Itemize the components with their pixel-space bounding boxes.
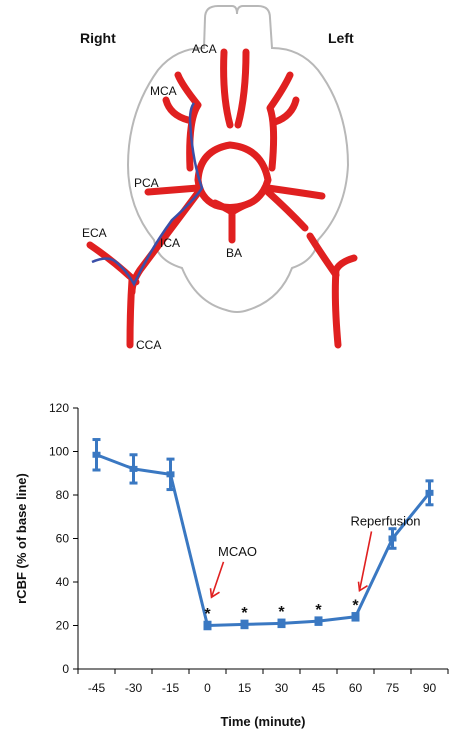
x-tick-label: -15 (162, 681, 180, 695)
x-tick-label: 0 (204, 681, 211, 695)
cca-left (331, 254, 358, 349)
mca-right (174, 71, 202, 172)
y-tick-label: 80 (56, 488, 70, 502)
y-tick-label: 60 (56, 532, 70, 546)
left-side-label: Left (328, 30, 354, 46)
circle-of-willis (194, 141, 272, 211)
significance-asterisk: * (241, 605, 248, 622)
eca-right (86, 241, 140, 286)
cca-left-upper (306, 232, 340, 279)
significance-asterisk: * (278, 604, 285, 621)
mca-right-branch (162, 96, 192, 124)
y-tick-label: 20 (56, 619, 70, 633)
aca-left (234, 48, 250, 129)
data-point (351, 613, 360, 620)
x-tick-label: 75 (386, 681, 400, 695)
mcao-arrow-head (209, 588, 220, 599)
x-tick-label: 60 (349, 681, 363, 695)
y-tick-label: 100 (49, 445, 69, 459)
x-tick-label: 15 (238, 681, 252, 695)
y-tick-label: 40 (56, 575, 70, 589)
data-point (92, 451, 101, 458)
data-point (129, 465, 138, 472)
x-axis-title: Time (minute) (221, 714, 306, 729)
mca-label: MCA (150, 84, 177, 98)
aca-label: ACA (192, 42, 217, 56)
brain-artery-diagram (86, 5, 358, 349)
reperfusion-arrow-head (357, 581, 368, 593)
data-point (166, 471, 175, 478)
x-tick-label: -45 (88, 681, 106, 695)
significance-asterisk: * (352, 598, 359, 615)
mca-left-branch (271, 96, 300, 126)
y-axis-title: rCBF (% of base line) (14, 473, 29, 604)
mcao-annotation: MCAO (218, 544, 257, 559)
significance-asterisk: * (204, 606, 211, 623)
ba-label: BA (226, 246, 243, 260)
ica-left (264, 188, 309, 232)
series-line (95, 453, 431, 627)
rcbf-chart: 0 20 40 60 80 100 120 -45 -30 -15 0 15 30 45 60 75 90 Tim… (14, 401, 449, 729)
mcao-arrow-shaft (210, 561, 225, 598)
data-point (314, 618, 323, 625)
pca-right (144, 184, 202, 196)
ica-label: ICA (160, 236, 181, 250)
x-tick-label: 45 (312, 681, 326, 695)
cca-right (126, 276, 136, 349)
significance-asterisk: * (315, 602, 322, 619)
x-tick-label: -30 (125, 681, 143, 695)
filament (91, 102, 204, 287)
eca-label: ECA (82, 226, 107, 240)
y-tick-label: 0 (62, 662, 69, 676)
aca-right (220, 48, 234, 129)
x-tick-label: 30 (275, 681, 289, 695)
data-point (203, 622, 212, 629)
cca-label: CCA (136, 338, 162, 352)
data-point (277, 620, 286, 627)
x-tick-label: 90 (423, 681, 437, 695)
data-point (425, 489, 434, 496)
brain-outline (126, 5, 350, 313)
data-point (388, 535, 397, 542)
reperfusion-arrow-shaft (358, 531, 373, 591)
mca-left (266, 71, 294, 172)
y-tick-label: 120 (49, 401, 69, 415)
ba-fork-left (228, 199, 254, 216)
arteries (86, 48, 358, 349)
reperfusion-annotation: Reperfusion (350, 513, 420, 528)
right-side-label: Right (80, 30, 116, 46)
pca-label: PCA (134, 176, 159, 190)
pca-left (264, 184, 326, 200)
data-point (240, 621, 249, 628)
